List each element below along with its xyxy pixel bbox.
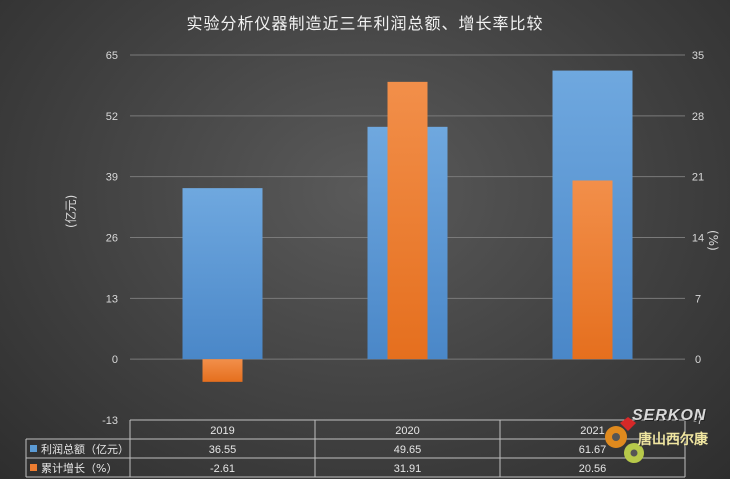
y-tick-right: 21 <box>692 172 704 184</box>
y-tick-left: 13 <box>106 293 118 305</box>
y-tick-left: 26 <box>106 233 118 245</box>
bar-profit-2019 <box>182 188 263 360</box>
y-tick-right: 7 <box>695 293 701 305</box>
x-tick-label: 2021 <box>580 425 604 437</box>
bar-growth-2019 <box>202 359 243 382</box>
bar-growth-2020 <box>387 81 428 360</box>
data-label: 49.65 <box>394 444 422 456</box>
y-tick-right: 14 <box>692 233 704 245</box>
x-tick-label: 2020 <box>395 425 419 437</box>
watermark-brand: SERKON <box>632 407 707 424</box>
data-label: 36.55 <box>209 444 237 456</box>
data-label: -2.61 <box>210 463 235 475</box>
y-tick-right: 28 <box>692 111 704 123</box>
x-tick-label: 2019 <box>210 425 234 437</box>
legend-label: 累计增长（%） <box>41 461 117 475</box>
watermark-name: 唐山西尔康 <box>638 431 708 447</box>
y-tick-left: 65 <box>106 50 118 62</box>
y-tick-left: 39 <box>106 172 118 184</box>
y-tick-left: -13 <box>102 415 118 427</box>
legend-label: 利润总额（亿元） <box>41 442 129 456</box>
y-tick-left: 52 <box>106 111 118 123</box>
chart-title: 实验分析仪器制造近三年利润总额、增长率比较 <box>186 14 544 33</box>
legend-swatch <box>30 445 37 452</box>
y-tick-right: 0 <box>695 354 701 366</box>
bar-growth-2021 <box>572 180 613 360</box>
watermark-logo: SERKON 唐山西尔康 <box>596 405 724 475</box>
y-tick-right: -7 <box>693 415 703 427</box>
gear-icon <box>605 417 644 463</box>
data-label: 61.67 <box>579 444 607 456</box>
data-label: 20.56 <box>579 463 607 475</box>
legend-swatch <box>30 464 37 471</box>
y-tick-right: 35 <box>692 50 704 62</box>
data-label: 31.91 <box>394 463 422 475</box>
y-tick-left: 0 <box>112 354 118 366</box>
